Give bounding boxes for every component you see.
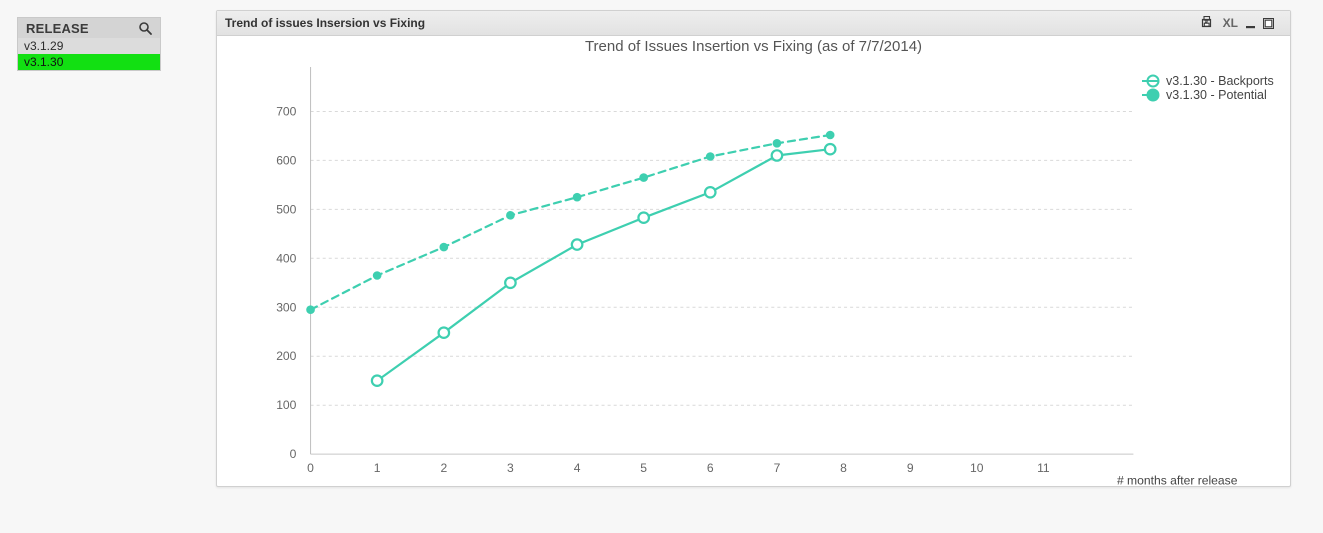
- svg-text:7: 7: [774, 461, 781, 475]
- svg-text:5: 5: [640, 461, 647, 475]
- svg-text:100: 100: [276, 398, 297, 412]
- svg-text:1: 1: [374, 461, 381, 475]
- svg-text:# months after release: # months after release: [1117, 474, 1238, 487]
- svg-text:4: 4: [574, 461, 581, 475]
- svg-text:700: 700: [276, 105, 297, 119]
- svg-text:0: 0: [307, 461, 314, 475]
- svg-text:0: 0: [290, 447, 297, 461]
- svg-text:9: 9: [907, 461, 914, 475]
- svg-text:10: 10: [970, 461, 984, 475]
- svg-text:300: 300: [276, 300, 297, 314]
- svg-text:500: 500: [276, 202, 297, 216]
- svg-text:11: 11: [1037, 461, 1050, 475]
- svg-text:6: 6: [707, 461, 714, 475]
- svg-text:200: 200: [276, 349, 297, 363]
- svg-text:3: 3: [507, 461, 514, 475]
- svg-text:600: 600: [276, 153, 297, 167]
- svg-text:400: 400: [276, 251, 297, 265]
- svg-text:2: 2: [440, 461, 447, 475]
- svg-text:8: 8: [840, 461, 847, 475]
